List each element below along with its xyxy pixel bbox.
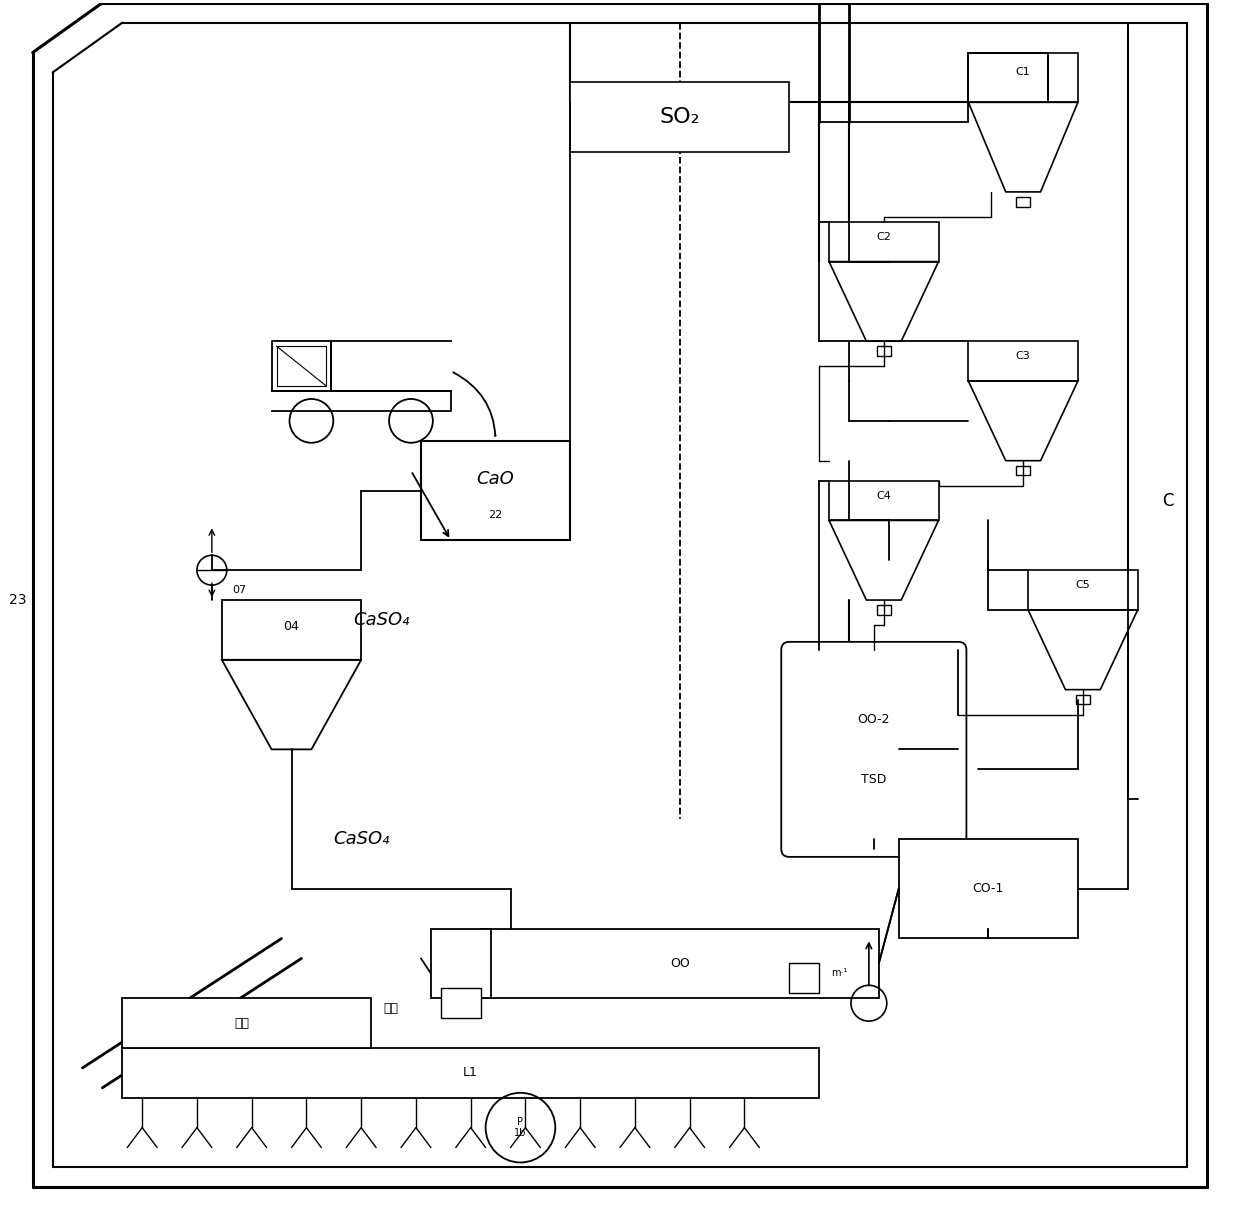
- Text: C5: C5: [1075, 581, 1090, 590]
- Text: CaO: CaO: [476, 470, 515, 488]
- Text: 燃烧: 燃烧: [383, 1002, 398, 1015]
- Polygon shape: [1028, 610, 1137, 689]
- Bar: [123, 1048, 820, 1098]
- Bar: [1016, 466, 1030, 476]
- Text: P
1b: P 1b: [515, 1116, 527, 1138]
- Text: C1: C1: [1016, 67, 1030, 77]
- Text: TSD: TSD: [861, 772, 887, 786]
- Text: 22: 22: [489, 510, 502, 521]
- Text: C: C: [1162, 492, 1173, 510]
- Text: 04: 04: [284, 621, 299, 633]
- Polygon shape: [222, 660, 361, 749]
- Text: m·¹: m·¹: [831, 969, 847, 978]
- Text: C2: C2: [877, 232, 892, 242]
- FancyBboxPatch shape: [781, 642, 966, 856]
- Text: C4: C4: [877, 490, 892, 500]
- Bar: [420, 440, 570, 540]
- Text: L1: L1: [464, 1066, 479, 1080]
- Bar: [123, 998, 371, 1048]
- Bar: [899, 839, 1078, 938]
- Text: SO₂: SO₂: [660, 107, 699, 127]
- Polygon shape: [830, 521, 939, 600]
- Text: CaSO₄: CaSO₄: [334, 830, 389, 848]
- Bar: [968, 342, 1078, 381]
- Bar: [1016, 198, 1030, 206]
- Polygon shape: [830, 261, 939, 342]
- Bar: [1076, 695, 1090, 704]
- Text: 07: 07: [232, 586, 246, 595]
- Bar: [968, 52, 1078, 102]
- Bar: [570, 83, 789, 152]
- Text: 燃烧: 燃烧: [234, 1016, 249, 1030]
- Text: 23: 23: [9, 593, 26, 608]
- Text: C3: C3: [1016, 351, 1030, 361]
- Text: OO: OO: [670, 956, 689, 970]
- Polygon shape: [968, 381, 1078, 461]
- Bar: [877, 346, 892, 356]
- Text: CO-1: CO-1: [972, 882, 1004, 895]
- FancyArrowPatch shape: [454, 372, 496, 436]
- Bar: [430, 928, 491, 998]
- Text: CaSO₄: CaSO₄: [353, 611, 409, 630]
- Bar: [440, 988, 481, 1019]
- Bar: [222, 600, 361, 660]
- Polygon shape: [968, 102, 1078, 192]
- Bar: [1028, 570, 1137, 610]
- Text: OO-2: OO-2: [858, 712, 890, 726]
- Bar: [830, 481, 939, 521]
- Bar: [877, 605, 892, 615]
- Bar: [830, 222, 939, 261]
- Bar: [789, 964, 820, 993]
- Bar: [481, 928, 879, 998]
